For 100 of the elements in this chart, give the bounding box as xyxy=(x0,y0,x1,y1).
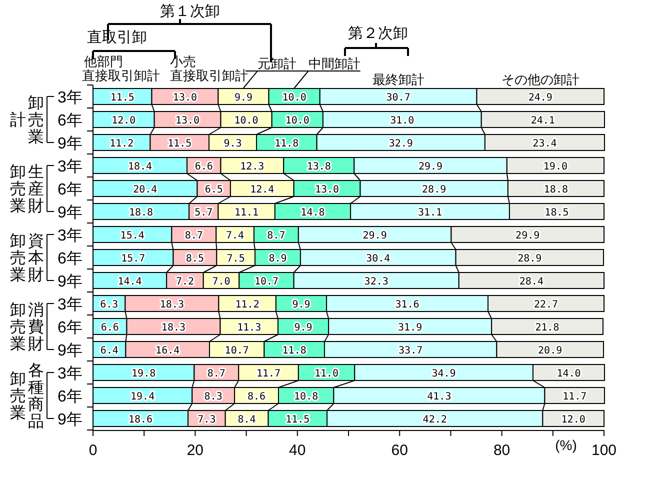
text: 第１次卸 xyxy=(160,3,220,20)
data-label: 18.3 xyxy=(161,322,186,334)
data-label: 8.7 xyxy=(267,230,286,242)
data-label: 20.9 xyxy=(538,346,562,356)
data-label: 9.3 xyxy=(224,138,242,150)
data-label: 18.8 xyxy=(128,208,154,218)
data-label: 5.7 xyxy=(194,208,213,218)
data-label: 7.0 xyxy=(212,276,230,288)
data-label: 19.0 xyxy=(543,162,568,172)
data-label: 18.3 xyxy=(160,300,184,310)
y-tick-label: 6年 xyxy=(58,250,82,268)
data-label: 31.1 xyxy=(418,208,442,218)
series-label: その他の卸計 xyxy=(501,72,580,87)
data-label: 11.1 xyxy=(234,208,259,218)
data-label: 30.4 xyxy=(366,254,390,264)
data-label: 10.0 xyxy=(285,116,310,126)
data-label: 18.4 xyxy=(128,162,152,172)
data-label: 11.5 xyxy=(110,92,134,104)
data-label: 18.6 xyxy=(128,414,153,426)
y-tick-label: 3年 xyxy=(58,90,82,106)
data-label: 14.0 xyxy=(556,368,581,380)
data-label: 21.8 xyxy=(535,322,560,334)
y-tick-label: 3年 xyxy=(58,228,82,244)
data-label: 24.1 xyxy=(530,116,555,126)
y-tick-label: 6年 xyxy=(58,388,82,406)
data-label: 32.3 xyxy=(364,276,388,288)
data-label: 11.8 xyxy=(282,346,306,356)
data-label: 7.4 xyxy=(226,230,244,242)
data-label: 28.4 xyxy=(519,276,544,288)
data-label: 11.3 xyxy=(237,322,262,334)
data-label: 23.4 xyxy=(532,138,557,150)
data-label: 8.7 xyxy=(207,368,226,380)
data-label: 13.0 xyxy=(172,92,198,104)
data-label: 8.9 xyxy=(268,254,287,264)
x-tick-label: 20 xyxy=(186,442,204,459)
data-label: 11.0 xyxy=(314,368,339,380)
data-label: 28.9 xyxy=(518,254,542,264)
y-tick-label: 9年 xyxy=(58,342,82,360)
data-label: 8.7 xyxy=(184,230,203,242)
data-label: 6.5 xyxy=(204,184,223,196)
y-tick-label: 9年 xyxy=(58,274,82,290)
data-label: 7.2 xyxy=(176,276,194,288)
data-label: 18.5 xyxy=(544,208,569,218)
data-label: 15.4 xyxy=(120,230,144,242)
data-label: 8.6 xyxy=(247,392,266,402)
data-label: 6.6 xyxy=(194,162,213,172)
x-tick-label: 60 xyxy=(391,442,408,459)
data-label: 12.0 xyxy=(561,414,586,426)
x-axis-title: (%) xyxy=(555,437,577,453)
data-label: 11.7 xyxy=(562,392,587,402)
data-label: 6.3 xyxy=(100,300,118,310)
data-label: 42.2 xyxy=(422,414,447,426)
data-label: 8.4 xyxy=(238,414,256,426)
data-label: 29.9 xyxy=(516,230,540,242)
data-label: 11.8 xyxy=(274,138,299,150)
data-label: 20.4 xyxy=(133,184,158,196)
data-label: 10.8 xyxy=(294,392,318,402)
data-label: 31.0 xyxy=(390,116,414,126)
x-tick-label: 40 xyxy=(289,442,306,459)
data-label: 7.3 xyxy=(198,414,216,426)
y-tick-label: 3年 xyxy=(58,296,82,314)
y-tick-label: 9年 xyxy=(58,412,82,428)
data-label: 9.9 xyxy=(292,300,310,310)
data-label: 10.7 xyxy=(254,276,279,288)
data-label: 15.7 xyxy=(121,254,146,264)
data-label: 28.9 xyxy=(422,184,446,196)
data-label: 9.9 xyxy=(294,322,312,334)
data-label: 12.4 xyxy=(250,184,274,196)
data-label: 11.2 xyxy=(235,300,260,310)
data-label: 12.3 xyxy=(240,162,264,172)
y-tick-label: 3年 xyxy=(58,366,82,382)
series-label: 元卸計 xyxy=(257,56,296,71)
x-tick-label: 100 xyxy=(591,442,617,459)
data-label: 10.0 xyxy=(234,116,258,126)
data-label: 8.5 xyxy=(186,254,204,264)
data-label: 7.5 xyxy=(226,254,245,264)
data-label: 11.7 xyxy=(256,368,281,380)
data-label: 31.6 xyxy=(395,300,420,310)
data-label: 8.3 xyxy=(204,392,222,402)
series-label: 他部門直接取引卸計 xyxy=(82,54,160,83)
data-label: 33.7 xyxy=(398,346,423,356)
text: 第２次卸 xyxy=(348,25,408,42)
data-label: 6.4 xyxy=(100,346,118,356)
data-label: 14.8 xyxy=(300,208,325,218)
data-label: 29.9 xyxy=(418,162,443,172)
y-tick-label: 6年 xyxy=(58,112,82,130)
data-label: 16.4 xyxy=(156,346,180,356)
data-label: 18.8 xyxy=(544,184,568,196)
data-label: 13.0 xyxy=(314,184,340,196)
data-label: 6.6 xyxy=(100,322,119,334)
y-tick-label: 6年 xyxy=(58,182,82,198)
legend-label: 中間卸計 xyxy=(308,56,360,71)
data-label: 19.8 xyxy=(132,368,156,380)
data-label: 9.9 xyxy=(234,92,253,104)
data-label: 32.9 xyxy=(388,138,413,150)
data-label: 11.5 xyxy=(286,414,310,426)
data-label: 19.4 xyxy=(130,392,155,402)
legend-label: 最終卸計 xyxy=(372,72,424,87)
data-label: 11.2 xyxy=(110,138,134,150)
data-label: 30.7 xyxy=(386,92,410,104)
